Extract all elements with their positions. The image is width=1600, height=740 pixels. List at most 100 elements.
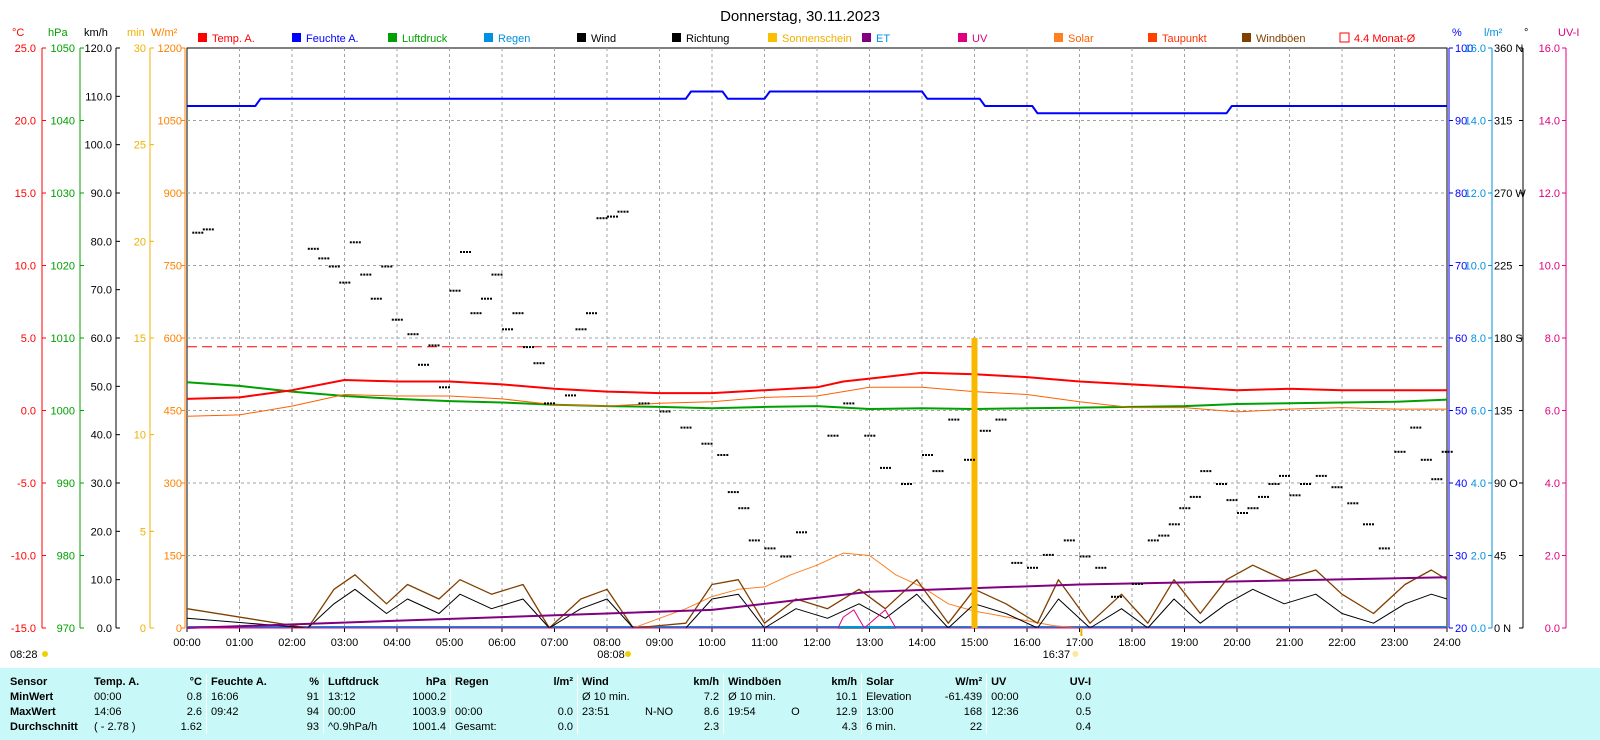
sun-axis-label: 20	[134, 236, 146, 248]
direction-point	[846, 402, 849, 405]
humidity-axis-label: 40	[1455, 478, 1467, 490]
direction-point	[1378, 547, 1381, 550]
direction-point	[202, 228, 205, 231]
direction-point	[1182, 507, 1185, 510]
wind-axis-label: 90.0	[91, 188, 112, 200]
direction-point	[550, 402, 552, 405]
stats-row-min: MinWert 00:00 0.8 16:06 91 13:12 1000.2 …	[6, 689, 1095, 704]
stats-wind-dir: N-NO	[645, 705, 674, 718]
direction-point	[373, 297, 376, 300]
stats-header-press: Luftdruck	[323, 674, 402, 689]
sun-unit: min	[127, 27, 145, 39]
direction-point	[1250, 507, 1253, 510]
direction-point	[1104, 566, 1107, 569]
weather-chart: Donnerstag, 30.11.2023 Temp. A. Feuchte A…	[10, 8, 1579, 661]
direction-point	[596, 217, 599, 220]
direction-point	[1426, 458, 1429, 461]
direction-point	[584, 328, 587, 331]
direction-point	[1179, 507, 1182, 510]
direction-point	[747, 507, 750, 510]
direction-point	[1161, 534, 1164, 537]
direction-point	[1243, 512, 1245, 514]
direction-point	[1066, 539, 1069, 542]
direction-point	[1069, 539, 1072, 542]
wind-axis-label: 20.0	[91, 526, 112, 538]
direction-point	[345, 281, 348, 284]
direction-point	[1114, 595, 1116, 598]
direction-point	[337, 265, 340, 268]
stats-uv-time: 12:36	[986, 704, 1048, 719]
direction-point	[957, 418, 960, 421]
direction-point	[1247, 507, 1250, 510]
stats-temp-value: 2.6	[186, 705, 202, 718]
direction-point	[1082, 555, 1085, 558]
et-line	[186, 576, 1448, 629]
direction-point	[1088, 555, 1091, 558]
direction-point	[910, 483, 912, 485]
direction-point	[998, 418, 1001, 421]
stats-gust-dir	[787, 719, 815, 734]
direction-point	[497, 273, 500, 276]
sunrise-label: 08:08	[597, 649, 625, 661]
uv-axis-label: 4.0	[1545, 478, 1560, 490]
stats-temp-value: 0.8	[186, 690, 202, 703]
direction-point	[1011, 561, 1014, 564]
temp-axis-label: 20.0	[15, 116, 36, 128]
uv-axis-label: 6.0	[1545, 406, 1560, 418]
pressure-axis-label: 1020	[51, 261, 75, 273]
direction-point	[1027, 566, 1029, 569]
x-axis: 00:00 01:00 02:00 03:00 04:00 05:00 06:00 07:00…	[173, 628, 1461, 649]
legend-label: Solar	[1068, 33, 1094, 45]
wind-axis-label: 50.0	[91, 381, 112, 393]
direction-point	[726, 454, 729, 456]
stats-row-avg: Durchschnitt ( - 2.78 ) 1.62 93 ^0.9hPa/…	[6, 719, 1095, 734]
direction-point	[928, 454, 930, 456]
direction-point	[418, 363, 420, 366]
direction-point	[192, 231, 195, 234]
x-tick-label: 04:00	[383, 637, 411, 649]
direction-point	[1289, 494, 1292, 497]
direction-point	[544, 402, 546, 405]
direction-point	[521, 312, 524, 315]
direction-point	[1387, 547, 1390, 550]
direction-point	[469, 251, 471, 253]
stats-header-rain: Regen	[450, 674, 529, 689]
direction-point	[313, 247, 316, 250]
direction-point	[741, 507, 744, 510]
direction-point	[473, 312, 476, 315]
x-tick-label: 21:00	[1276, 637, 1304, 649]
legend-label: ET	[876, 33, 890, 45]
stats-hum-value: 94	[306, 705, 319, 718]
stats-hum-time: 16:06	[206, 689, 285, 704]
direction-point	[1315, 474, 1318, 477]
direction-point	[1429, 458, 1432, 461]
rain-axis-label: 0.0	[1471, 623, 1486, 635]
stats-press-value: 1003.9	[412, 705, 446, 718]
direction-point	[1350, 502, 1353, 505]
direction-point	[1168, 523, 1171, 526]
direction-point	[1268, 483, 1271, 485]
solar-axis-label: 1050	[158, 116, 182, 128]
dawn-sun-icon	[42, 651, 48, 657]
humidity-axis-label: 60	[1455, 333, 1467, 345]
wind-axis-label: 100.0	[84, 140, 112, 152]
x-tick-label: 09:00	[646, 637, 674, 649]
direction-point	[723, 454, 726, 456]
direction-point	[954, 418, 957, 421]
direction-point	[647, 402, 650, 405]
direction-point	[434, 344, 437, 347]
stats-row-label: Durchschnitt	[10, 720, 78, 733]
direction-point	[736, 491, 739, 494]
legend-box	[958, 33, 967, 42]
wind-axis-label: 110.0	[85, 91, 112, 103]
direction-point	[1256, 507, 1259, 510]
direction-point	[1237, 512, 1239, 514]
humidity-axis-label: 20	[1455, 623, 1467, 635]
direction-point	[1048, 553, 1051, 556]
wind-axis-label: 120.0	[84, 43, 112, 55]
direction-point	[479, 312, 482, 315]
direction-point	[358, 241, 361, 244]
x-tick-label: 11:00	[751, 637, 778, 649]
direction-point	[1095, 566, 1098, 569]
direction-point	[1253, 507, 1256, 510]
